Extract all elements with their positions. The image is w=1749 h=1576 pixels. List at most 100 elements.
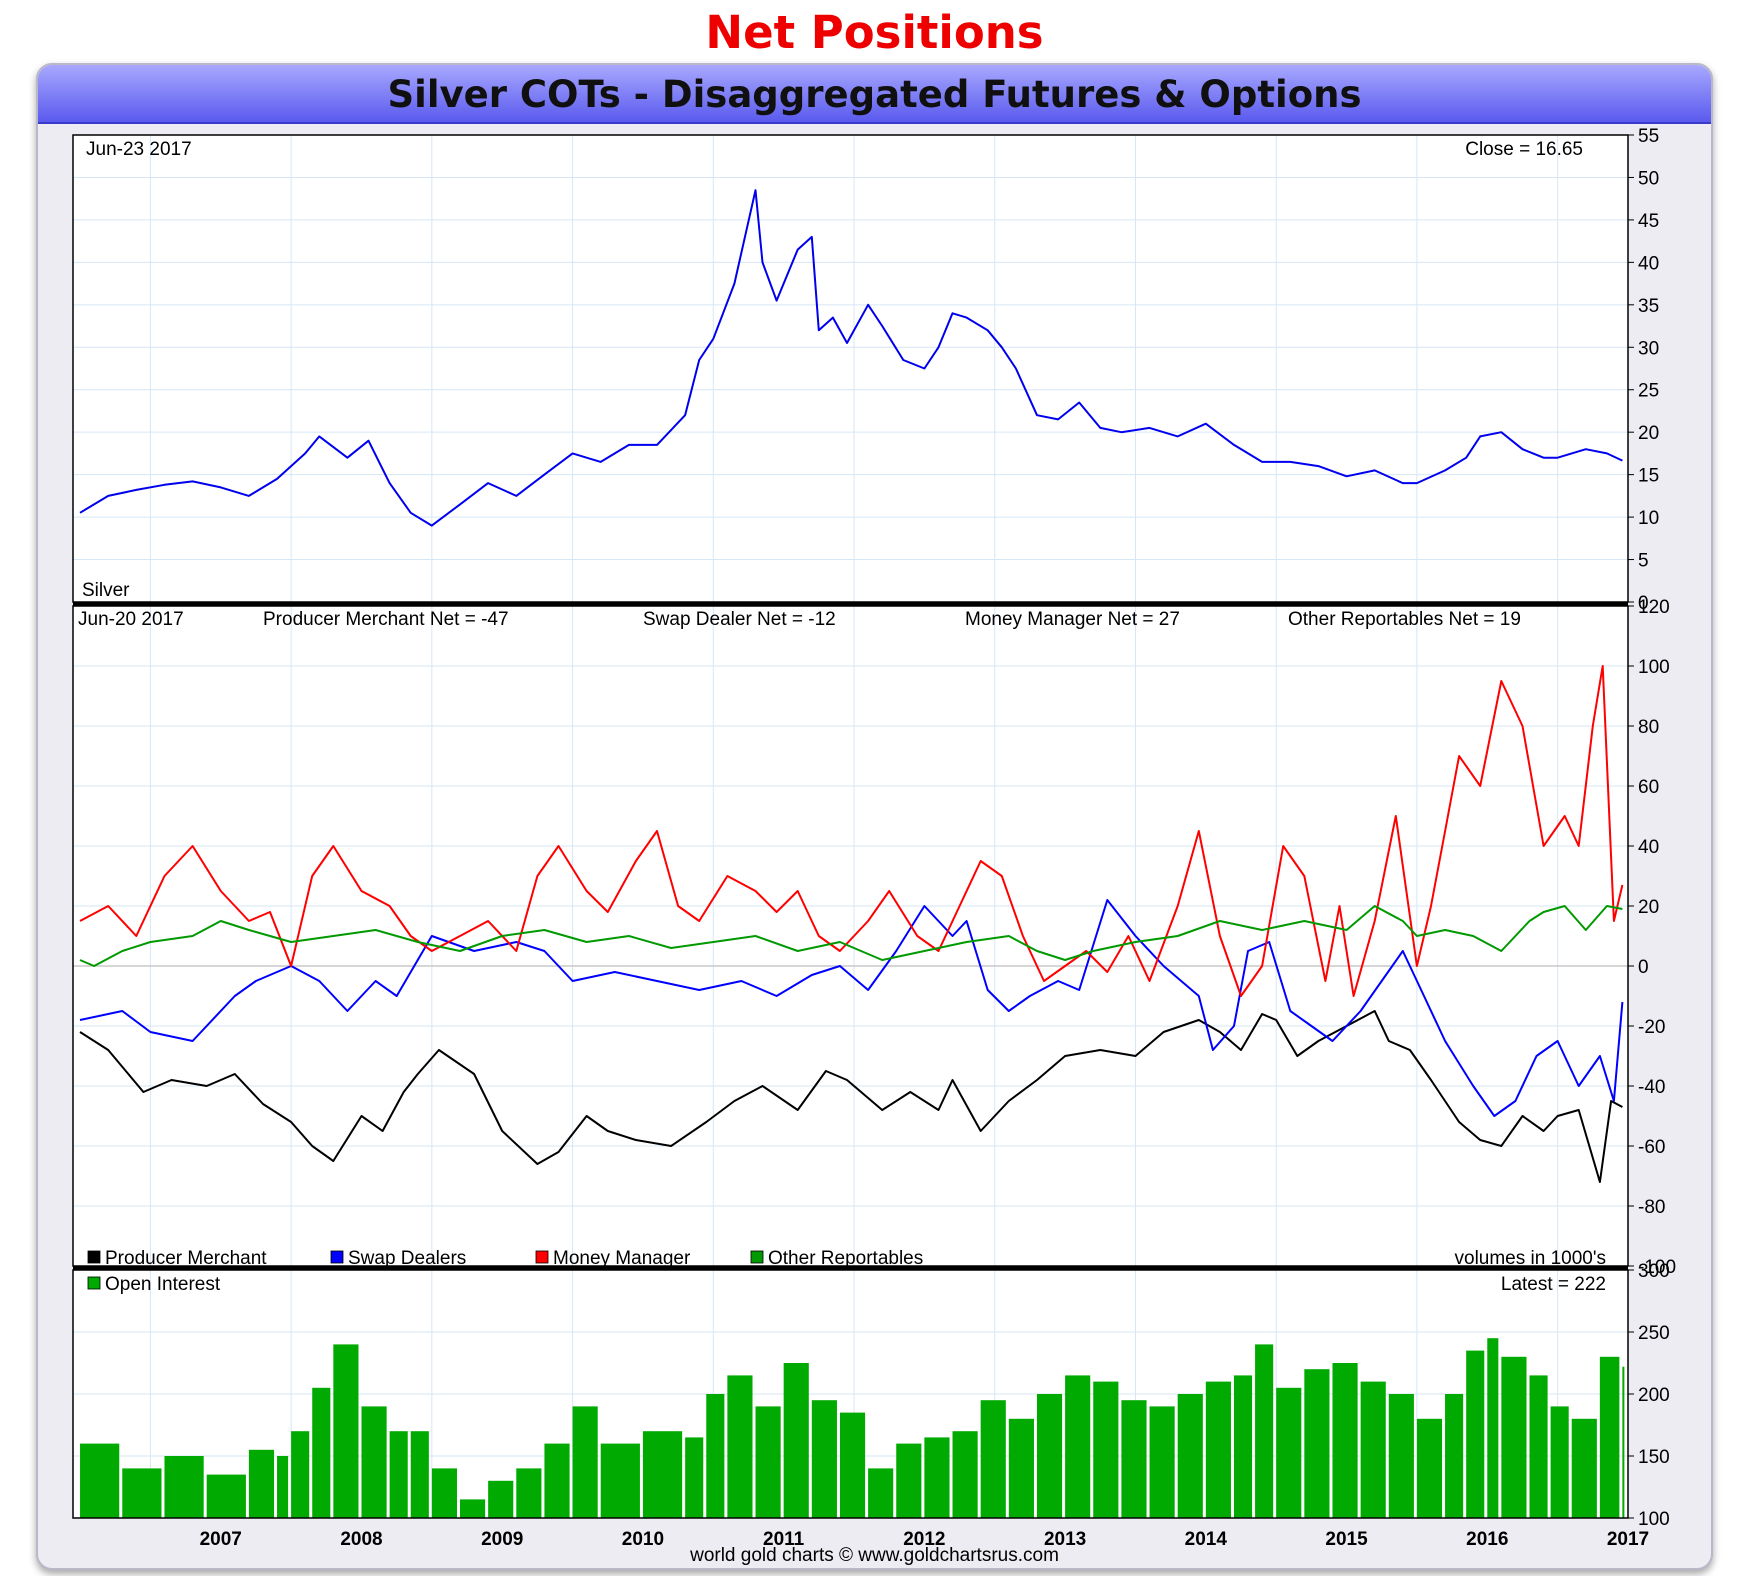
oi-bar bbox=[755, 1406, 781, 1518]
price-y-tick-label: 35 bbox=[1638, 296, 1659, 317]
x-tick-label: 2012 bbox=[903, 1529, 945, 1550]
oi-panel-border bbox=[72, 1269, 1629, 1519]
oi-bar bbox=[248, 1449, 275, 1518]
oi-legend-swatch bbox=[87, 1276, 101, 1290]
cot-line-swap-dealers bbox=[79, 899, 1624, 1117]
oi-bar bbox=[410, 1431, 429, 1518]
cot-net-label: Producer Merchant Net = -47 bbox=[263, 609, 509, 630]
x-tick-label: 2007 bbox=[200, 1529, 242, 1550]
oi-bar bbox=[1501, 1356, 1527, 1518]
cot-line-other-reportables bbox=[79, 905, 1623, 967]
price-line-silver bbox=[79, 189, 1623, 527]
oi-bar bbox=[333, 1344, 359, 1518]
oi-bar bbox=[164, 1456, 204, 1518]
legend-label: Other Reportables bbox=[768, 1248, 923, 1269]
oi-bar bbox=[924, 1437, 950, 1518]
price-y-tick-label: 40 bbox=[1638, 253, 1659, 274]
cot-y-tick-label: -80 bbox=[1638, 1197, 1665, 1218]
oi-bar bbox=[1065, 1375, 1091, 1518]
oi-bar bbox=[1304, 1369, 1330, 1518]
oi-y-tick-label: 300 bbox=[1638, 1261, 1670, 1282]
oi-bar bbox=[122, 1468, 162, 1518]
oi-bar bbox=[1205, 1381, 1231, 1518]
plot-area bbox=[73, 135, 1628, 1518]
legend-swatch bbox=[535, 1250, 549, 1264]
price-y-tick-label: 50 bbox=[1638, 168, 1659, 189]
oi-bar bbox=[1276, 1387, 1302, 1518]
oi-bar bbox=[572, 1406, 598, 1518]
cot-y-tick-label: 80 bbox=[1638, 717, 1659, 738]
x-tick-label: 2010 bbox=[622, 1529, 664, 1550]
cot-date-label: Jun-20 2017 bbox=[78, 609, 184, 630]
oi-bar bbox=[312, 1387, 331, 1518]
cot-panel-border bbox=[72, 605, 1629, 1267]
oi-bar bbox=[1445, 1394, 1464, 1518]
x-tick-label: 2008 bbox=[340, 1529, 382, 1550]
price-y-tick-label: 5 bbox=[1638, 551, 1649, 572]
price-y-tick-label: 0 bbox=[1638, 593, 1649, 614]
oi-bar bbox=[1177, 1394, 1203, 1518]
oi-bar bbox=[1466, 1350, 1485, 1518]
x-tick-label: 2014 bbox=[1185, 1529, 1228, 1550]
oi-bar bbox=[811, 1400, 837, 1518]
oi-bar bbox=[1622, 1366, 1625, 1518]
oi-bar bbox=[642, 1431, 683, 1518]
oi-y-tick-label: 100 bbox=[1638, 1509, 1670, 1530]
oi-bar bbox=[1550, 1406, 1569, 1518]
cot-y-tick-label: -40 bbox=[1638, 1077, 1665, 1098]
oi-bar bbox=[277, 1456, 289, 1518]
oi-bar bbox=[868, 1468, 894, 1518]
chart-credit: world gold charts © www.goldchartsrus.co… bbox=[690, 1545, 1059, 1566]
oi-bar bbox=[1008, 1418, 1034, 1518]
cot-units-label: volumes in 1000's bbox=[1455, 1248, 1607, 1269]
oi-bar bbox=[1487, 1338, 1499, 1518]
oi-bar bbox=[1388, 1394, 1414, 1518]
price-close-label: Close = 16.65 bbox=[1465, 139, 1583, 160]
oi-bar bbox=[1255, 1344, 1274, 1518]
oi-bar bbox=[291, 1431, 310, 1518]
oi-bar bbox=[459, 1499, 486, 1518]
oi-bar bbox=[839, 1412, 866, 1518]
cot-y-tick-label: -60 bbox=[1638, 1137, 1665, 1158]
cot-line-producer-merchant bbox=[79, 1010, 1623, 1183]
price-panel-border bbox=[72, 134, 1629, 603]
oi-bar bbox=[544, 1443, 570, 1518]
oi-bar bbox=[1416, 1418, 1443, 1518]
oi-series-label: Open Interest bbox=[105, 1274, 221, 1295]
price-y-tick-label: 25 bbox=[1638, 381, 1659, 402]
x-tick-label: 2017 bbox=[1607, 1529, 1649, 1550]
oi-bar bbox=[1529, 1375, 1548, 1518]
legend-swatch bbox=[330, 1250, 344, 1264]
oi-bar bbox=[727, 1375, 753, 1518]
legend-swatch bbox=[750, 1250, 764, 1264]
oi-bar bbox=[600, 1443, 640, 1518]
cot-y-tick-label: -20 bbox=[1638, 1017, 1665, 1038]
price-y-tick-label: 55 bbox=[1638, 126, 1659, 147]
oi-bar bbox=[980, 1400, 1006, 1518]
oi-bar bbox=[1093, 1381, 1119, 1518]
legend-label: Swap Dealers bbox=[348, 1248, 466, 1269]
legend-swatch bbox=[87, 1250, 101, 1264]
price-y-tick-label: 30 bbox=[1638, 338, 1659, 359]
oi-bar bbox=[206, 1474, 246, 1518]
oi-bar bbox=[361, 1406, 387, 1518]
oi-bar bbox=[1360, 1381, 1386, 1518]
page-title: Net Positions bbox=[705, 6, 1044, 59]
oi-y-tick-label: 150 bbox=[1638, 1447, 1670, 1468]
cot-net-label: Other Reportables Net = 19 bbox=[1288, 609, 1521, 630]
cot-line-money-manager bbox=[79, 665, 1624, 997]
oi-y-tick-label: 200 bbox=[1638, 1385, 1670, 1406]
oi-bar bbox=[783, 1363, 809, 1518]
cot-y-tick-label: 40 bbox=[1638, 837, 1659, 858]
oi-bar bbox=[1036, 1394, 1063, 1518]
x-tick-label: 2009 bbox=[481, 1529, 523, 1550]
oi-bar bbox=[1599, 1356, 1620, 1518]
x-tick-label: 2016 bbox=[1466, 1529, 1508, 1550]
oi-bar bbox=[1233, 1375, 1253, 1518]
legend-label: Producer Merchant bbox=[105, 1248, 267, 1269]
oi-bar bbox=[706, 1394, 725, 1518]
oi-bar bbox=[488, 1480, 514, 1518]
cot-net-label: Money Manager Net = 27 bbox=[965, 609, 1180, 630]
oi-bar bbox=[516, 1468, 542, 1518]
